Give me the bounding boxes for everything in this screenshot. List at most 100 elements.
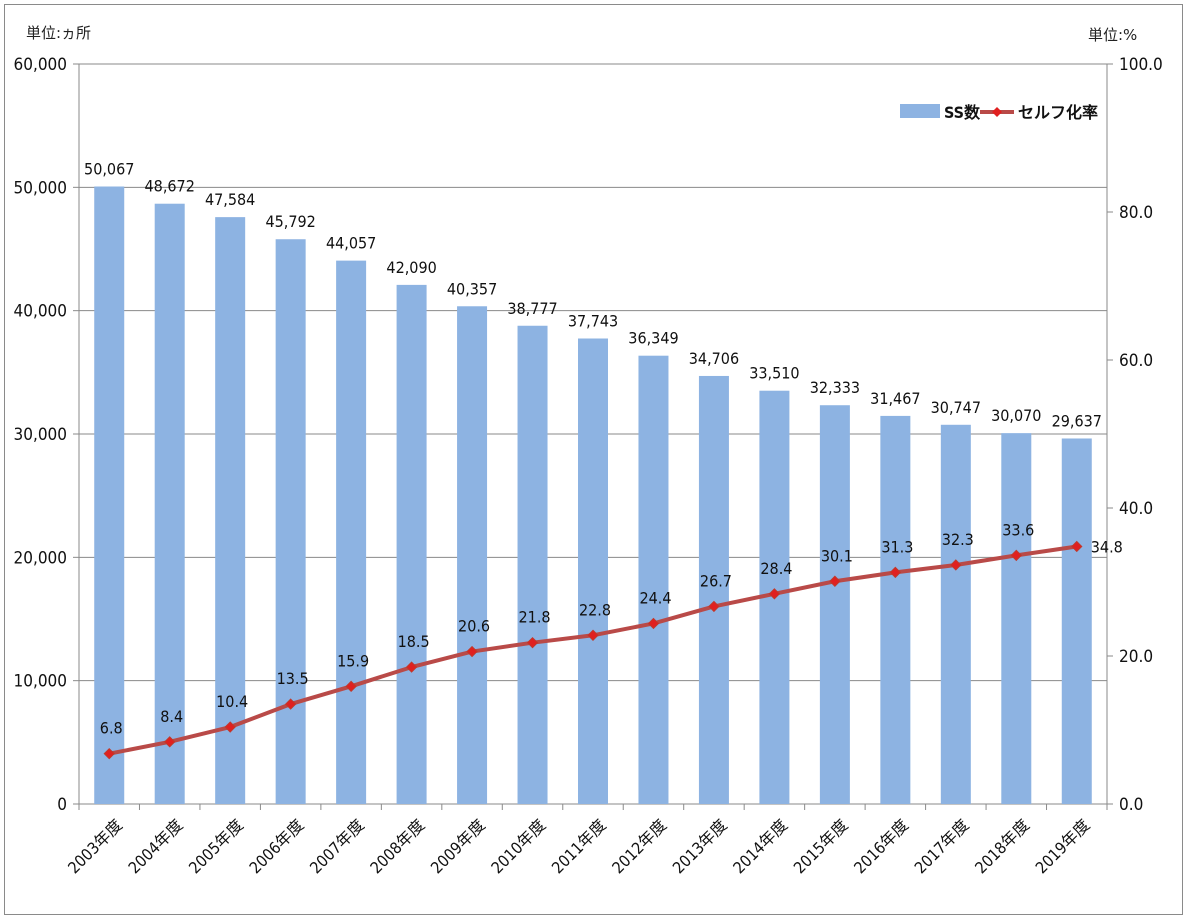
line-value-label: 28.4 xyxy=(760,559,792,578)
bar-value-label: 47,584 xyxy=(205,190,255,209)
line-value-label: 15.9 xyxy=(337,651,369,670)
line-point xyxy=(587,629,599,641)
bar xyxy=(94,186,125,804)
legend-line-label: セルフ化率 xyxy=(1018,103,1098,122)
line-value-label: 21.8 xyxy=(519,608,551,627)
line-value-label: 10.4 xyxy=(216,692,248,711)
right-tick-label: 0.0 xyxy=(1119,795,1143,815)
line-point xyxy=(708,600,720,613)
bar-value-label: 37,743 xyxy=(568,312,618,331)
left-tick-label: 40,000 xyxy=(14,302,68,322)
line-value-label: 22.8 xyxy=(579,600,611,619)
bar-value-label: 30,070 xyxy=(991,406,1041,425)
line-point xyxy=(526,636,539,649)
line-value-label: 26.7 xyxy=(700,571,732,590)
right-tick-label: 20.0 xyxy=(1119,647,1153,667)
x-category-label: 2016年度 xyxy=(850,815,912,877)
x-category-label: 2011年度 xyxy=(548,815,610,877)
x-category-label: 2007年度 xyxy=(306,815,368,877)
line-value-label: 30.1 xyxy=(821,546,853,565)
line-point xyxy=(103,747,115,760)
bar-value-label: 38,777 xyxy=(507,299,557,318)
x-category-label: 2015年度 xyxy=(790,815,852,877)
bar xyxy=(275,239,306,804)
bar-value-label: 50,067 xyxy=(84,160,134,179)
legend-bar-swatch xyxy=(900,104,940,118)
bar xyxy=(336,260,367,804)
bar-value-label: 34,706 xyxy=(689,349,739,368)
bar-value-label: 36,349 xyxy=(628,329,678,348)
line-point xyxy=(224,721,236,733)
x-category-label: 2018年度 xyxy=(971,815,1033,877)
right-tick-label: 100.0 xyxy=(1119,55,1163,75)
line-point xyxy=(405,661,418,673)
line-value-label: 33.6 xyxy=(1002,520,1034,539)
x-category-label: 2004年度 xyxy=(125,815,187,877)
line-value-label: 18.5 xyxy=(398,632,430,651)
line-point xyxy=(829,575,841,587)
bar xyxy=(940,424,971,804)
legend-line-marker xyxy=(992,107,1002,117)
x-category-label: 2014年度 xyxy=(729,815,791,877)
bar xyxy=(215,217,246,804)
left-tick-label: 50,000 xyxy=(14,178,68,198)
left-axis-unit: 単位:ヵ所 xyxy=(26,24,92,42)
line-point xyxy=(950,559,962,571)
line-value-label: 6.8 xyxy=(100,719,123,738)
bar-value-label: 45,792 xyxy=(265,212,315,231)
x-category-label: 2019年度 xyxy=(1032,815,1094,877)
x-category-label: 2008年度 xyxy=(366,815,428,877)
x-category-label: 2006年度 xyxy=(246,815,308,877)
bar xyxy=(1061,438,1092,804)
bar-value-label: 44,057 xyxy=(326,234,376,253)
bar xyxy=(396,284,427,804)
line-value-label: 32.3 xyxy=(942,530,974,549)
bar xyxy=(517,325,548,804)
bar-value-label: 31,467 xyxy=(870,389,920,408)
line-value-label: 20.6 xyxy=(458,617,490,636)
line-point xyxy=(1071,540,1083,553)
left-tick-label: 60,000 xyxy=(14,55,68,75)
bar xyxy=(154,203,185,804)
line-value-label: 31.3 xyxy=(881,537,913,556)
bar xyxy=(578,338,608,804)
line-point xyxy=(647,617,660,630)
left-tick-label: 0 xyxy=(57,795,67,815)
line-point xyxy=(889,566,902,579)
line-point xyxy=(466,645,478,658)
x-category-label: 2017年度 xyxy=(911,815,973,877)
left-tick-label: 30,000 xyxy=(14,425,68,445)
x-category-label: 2009年度 xyxy=(427,815,489,877)
line-point xyxy=(345,680,357,693)
bar-value-label: 30,747 xyxy=(931,398,981,417)
left-tick-label: 10,000 xyxy=(14,672,68,692)
line-value-label: 24.4 xyxy=(639,588,671,607)
legend-bar-label: SS数 xyxy=(944,103,981,122)
x-category-label: 2010年度 xyxy=(487,815,549,877)
x-category-label: 2013年度 xyxy=(669,815,731,877)
bar-value-label: 40,357 xyxy=(447,279,497,298)
x-category-label: 2003年度 xyxy=(64,815,126,877)
line-point xyxy=(163,736,176,748)
line-value-label: 8.4 xyxy=(160,707,183,726)
line-value-label: 13.5 xyxy=(277,669,309,688)
right-tick-label: 60.0 xyxy=(1119,351,1153,371)
bar xyxy=(819,405,850,804)
bar-value-label: 48,672 xyxy=(145,177,195,196)
right-axis-unit: 単位:% xyxy=(1088,26,1138,44)
bar-value-label: 33,510 xyxy=(749,364,799,383)
bar xyxy=(698,375,729,804)
line-value-label: 34.8 xyxy=(1091,537,1123,556)
right-tick-label: 80.0 xyxy=(1119,203,1153,223)
bar-value-label: 42,090 xyxy=(386,258,436,277)
bar xyxy=(638,355,669,804)
bar-value-label: 29,637 xyxy=(1052,411,1102,430)
bar xyxy=(457,306,488,804)
x-category-label: 2012年度 xyxy=(608,815,670,877)
line-point xyxy=(284,698,297,710)
left-tick-label: 20,000 xyxy=(14,548,68,568)
bar-value-label: 32,333 xyxy=(810,378,860,397)
x-category-label: 2005年度 xyxy=(185,815,247,877)
line-point xyxy=(768,588,781,600)
